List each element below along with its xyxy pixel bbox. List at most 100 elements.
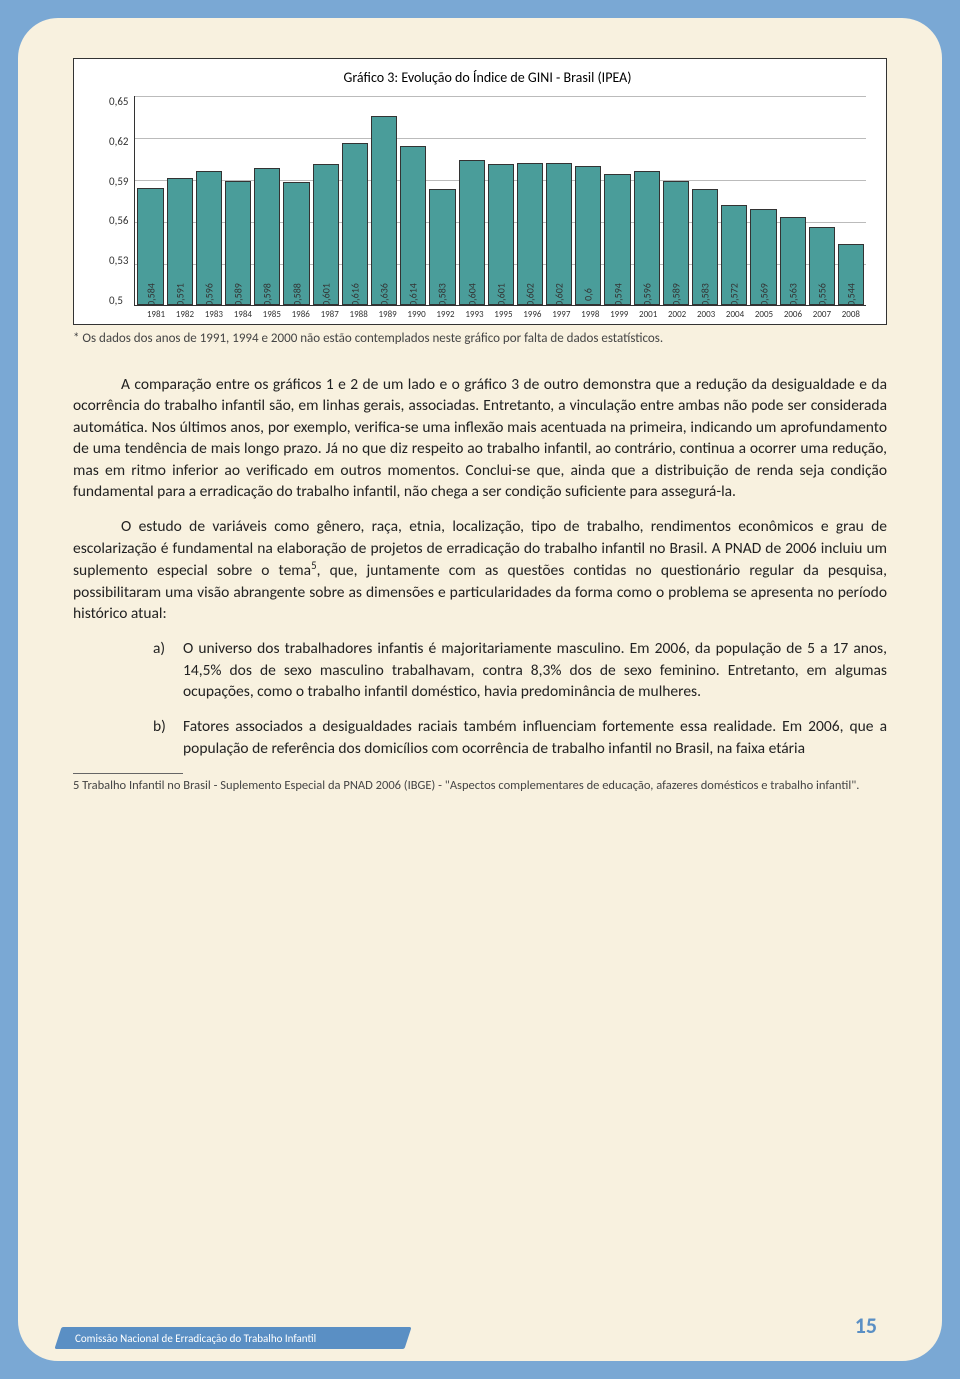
gini-chart: Gráfico 3: Evolução do Índice de GINI - … [73,58,887,325]
bar-value-label: 0,572 [728,283,741,306]
x-tick: 1987 [317,309,343,320]
bar: 0,596 [634,171,660,305]
paragraph-1: A comparação entre os gráficos 1 e 2 de … [73,374,887,502]
x-tick: 1986 [288,309,314,320]
bar: 0,589 [225,181,251,305]
x-tick: 1993 [461,309,487,320]
bar-wrap: 0,588 [283,96,309,305]
x-tick: 1989 [375,309,401,320]
bar: 0,598 [254,168,280,305]
bar-wrap: 0,616 [342,96,368,305]
bar-wrap: 0,601 [488,96,514,305]
x-tick: 1981 [143,309,169,320]
bar-wrap: 0,596 [196,96,222,305]
x-tick: 2001 [635,309,661,320]
x-tick: 2004 [722,309,748,320]
chart-plot: 0,5840,5910,5960,5890,5980,5880,6010,616… [134,96,866,306]
y-tick: 0,62 [109,136,128,147]
x-tick: 2003 [693,309,719,320]
body-text: A comparação entre os gráficos 1 e 2 de … [73,374,887,759]
x-tick: 1990 [404,309,430,320]
y-tick: 0,59 [109,176,128,187]
bar: 0,616 [342,143,368,305]
bar: 0,572 [721,205,747,305]
bar-value-label: 0,598 [261,283,274,306]
bar: 0,594 [604,174,630,305]
bar-value-label: 0,636 [378,283,391,306]
bar-value-label: 0,602 [553,283,566,306]
bar: 0,601 [313,164,339,305]
x-tick: 1996 [519,309,545,320]
bar-wrap: 0,569 [750,96,776,305]
x-tick: 2002 [664,309,690,320]
bar: 0,601 [488,164,514,305]
y-tick: 0,53 [109,255,128,266]
bar-wrap: 0,563 [780,96,806,305]
y-axis: 0,65 0,62 0,59 0,56 0,53 0,5 [109,96,134,306]
bar: 0,583 [692,189,718,305]
bar-value-label: 0,601 [319,283,332,306]
bar-wrap: 0,583 [429,96,455,305]
bar-value-label: 0,588 [290,283,303,306]
bar-value-label: 0,563 [786,283,799,306]
bar-value-label: 0,604 [465,283,478,306]
bar-value-label: 0,602 [524,283,537,306]
footer: Comissão Nacional de Erradicação do Trab… [73,1319,887,1349]
bar: 0,602 [546,163,572,305]
bar-value-label: 0,616 [348,283,361,306]
bar-value-label: 0,601 [494,283,507,306]
x-tick: 1984 [230,309,256,320]
x-tick: 2005 [751,309,777,320]
bar-value-label: 0,596 [202,283,215,306]
bar-wrap: 0,594 [604,96,630,305]
y-tick: 0,5 [109,295,128,306]
bar-wrap: 0,572 [721,96,747,305]
chart-note: * Os dados dos anos de 1991, 1994 e 2000… [73,331,887,346]
bar: 0,584 [137,188,163,305]
bar-value-label: 0,544 [845,283,858,306]
bar: 0,563 [780,217,806,305]
bar-value-label: 0,584 [144,283,157,306]
bar-value-label: 0,583 [699,283,712,306]
bar-wrap: 0,6 [575,96,601,305]
x-tick: 1999 [606,309,632,320]
x-tick: 1988 [346,309,372,320]
x-tick: 2006 [780,309,806,320]
bar-value-label: 0,569 [757,283,770,306]
x-tick: 1985 [259,309,285,320]
bar-wrap: 0,556 [809,96,835,305]
bar-wrap: 0,602 [517,96,543,305]
bar-value-label: 0,556 [815,283,828,306]
bar-wrap: 0,602 [546,96,572,305]
bar-wrap: 0,598 [254,96,280,305]
bar-wrap: 0,544 [838,96,864,305]
x-tick: 2007 [809,309,835,320]
bar-wrap: 0,584 [137,96,163,305]
bar: 0,614 [400,146,426,305]
y-tick: 0,65 [109,96,128,107]
x-tick: 1995 [490,309,516,320]
bar-wrap: 0,583 [692,96,718,305]
bar-value-label: 0,594 [611,283,624,306]
y-tick: 0,56 [109,215,128,226]
bar: 0,589 [663,181,689,305]
footnote: 5 Trabalho Infantil no Brasil - Suplemen… [73,778,887,794]
bar-wrap: 0,589 [663,96,689,305]
bar-wrap: 0,601 [313,96,339,305]
bar-wrap: 0,604 [459,96,485,305]
bar: 0,591 [167,178,193,305]
page-number: 15 [855,1312,877,1339]
list-item-b: b) Fatores associados a desigualdades ra… [153,716,887,759]
bar-wrap: 0,636 [371,96,397,305]
bar: 0,569 [750,209,776,305]
x-tick: 1983 [201,309,227,320]
chart-title: Gráfico 3: Evolução do Índice de GINI - … [109,69,866,86]
x-tick: 1982 [172,309,198,320]
bar-value-label: 0,614 [407,283,420,306]
x-tick: 1997 [548,309,574,320]
bar-wrap: 0,589 [225,96,251,305]
bar-wrap: 0,591 [167,96,193,305]
bar-wrap: 0,614 [400,96,426,305]
bar-value-label: 0,583 [436,283,449,306]
bar: 0,596 [196,171,222,305]
